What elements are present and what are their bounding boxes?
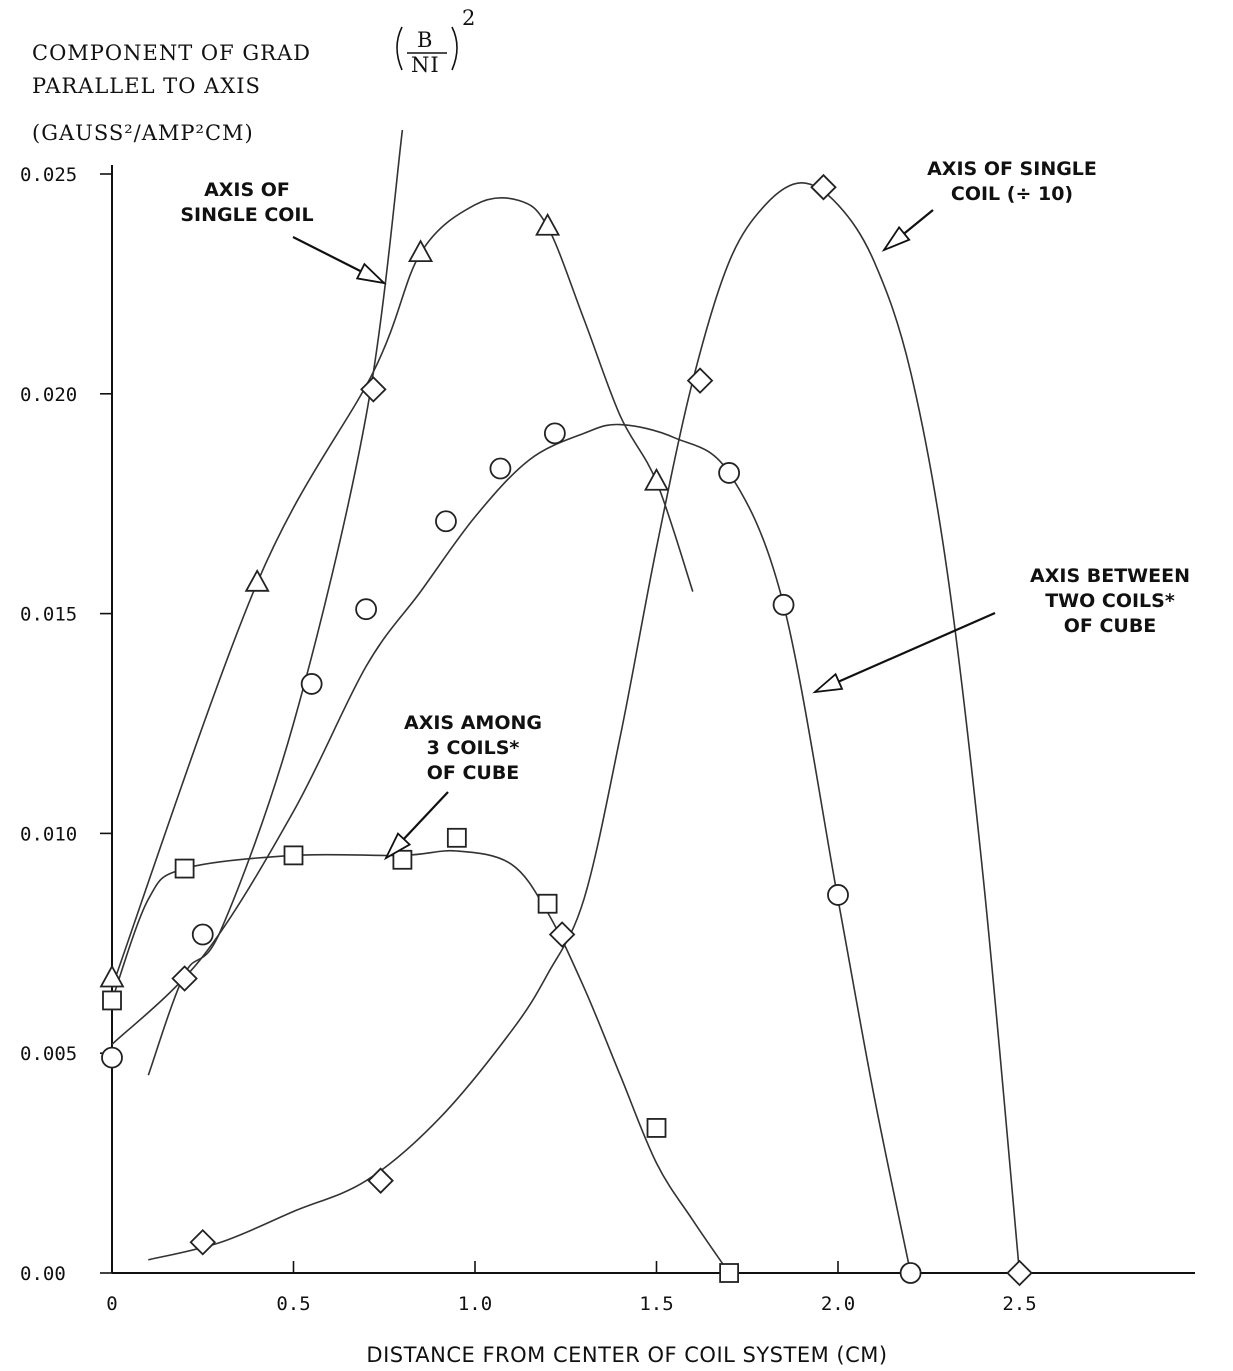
y-tick-label: 0.010 (20, 823, 77, 845)
series-line (148, 181, 1021, 1274)
square-marker (174, 858, 195, 879)
annotation-three: AXIS AMONG 3 COILS* OF CUBE (404, 712, 542, 784)
annotation-arrows (292, 209, 996, 861)
x-tick-label: 0.5 (276, 1293, 310, 1315)
annotations: AXIS OF SINGLE COIL AXIS OF SINGLE COIL (÷ … (180, 158, 1190, 784)
x-tick-label: 1.5 (639, 1293, 673, 1315)
y-tick-label: 0.005 (20, 1043, 77, 1065)
circle-marker (355, 598, 378, 621)
annotation-two: AXIS BETWEEN TWO COILS* OF CUBE (1030, 565, 1190, 637)
circle-marker (543, 422, 566, 445)
series-dia_small (148, 181, 1021, 1274)
markers-circ (101, 422, 922, 1284)
series-line (111, 849, 730, 1274)
y-label-line-3: (GAUSS²/AMP²CM) (32, 121, 254, 145)
circle-marker (300, 673, 323, 695)
y-label-fraction-exponent: 2 (462, 6, 476, 30)
y-tick-label: 0.025 (20, 164, 77, 186)
circle-marker (718, 462, 740, 484)
square-marker (646, 1118, 667, 1138)
annotation-line: 3 COILS* (427, 737, 520, 759)
series-sq (111, 849, 730, 1274)
square-marker (719, 1263, 739, 1283)
circle-marker (827, 884, 849, 906)
y-label-fraction: B NI 2 (396, 6, 476, 77)
circle-marker (899, 1262, 922, 1284)
series-circ (111, 423, 912, 1274)
diamond-marker (1006, 1259, 1033, 1287)
x-ticks: 0 0.5 1.0 1.5 2.0 2.5 (106, 1261, 1037, 1315)
triangle-marker (535, 212, 561, 236)
arrow-head (812, 672, 844, 694)
diamond-marker (367, 1167, 394, 1194)
annotation-single10: AXIS OF SINGLE COIL (÷ 10) (927, 158, 1097, 205)
diamond-marker (171, 965, 198, 992)
y-tick-label: 0.015 (20, 604, 77, 626)
series-line (111, 423, 912, 1274)
y-label-fraction-denominator: NI (411, 53, 440, 77)
arrow-head (355, 262, 387, 285)
x-tick-label: 2.5 (1002, 1293, 1036, 1315)
y-label-line-2: PARALLEL TO AXIS (32, 74, 261, 98)
annotation-line: SINGLE COIL (180, 204, 313, 226)
y-label-fraction-numerator: B (417, 28, 433, 52)
diamond-marker (189, 1228, 217, 1256)
annotation-line: COIL (÷ 10) (951, 183, 1073, 205)
diamond-marker (548, 921, 576, 948)
circle-marker (489, 457, 512, 480)
circle-marker (772, 593, 795, 616)
annotation-line: AXIS BETWEEN (1030, 565, 1190, 587)
triangle-marker (244, 568, 270, 592)
markers-dia_large (171, 376, 387, 992)
circle-marker (435, 510, 457, 533)
triangle-marker (408, 239, 434, 263)
x-axis-label: DISTANCE FROM CENTER OF COIL SYSTEM (CM) (366, 1343, 887, 1367)
arrow-head (881, 225, 911, 252)
square-marker (446, 827, 467, 848)
markers-sq (102, 827, 739, 1283)
annotation-line: AXIS OF (204, 179, 290, 201)
annotation-arrow (814, 611, 996, 694)
diamond-marker (686, 367, 714, 394)
arrow-head (383, 832, 412, 861)
circle-marker (191, 923, 214, 946)
square-marker (102, 990, 122, 1011)
y-tick-label: 0.00 (20, 1263, 66, 1285)
annotation-line: TWO COILS* (1045, 590, 1175, 612)
x-tick-label: 2.0 (821, 1293, 855, 1315)
annotation-single: AXIS OF SINGLE COIL (180, 179, 313, 226)
annotation-line: OF CUBE (1064, 615, 1157, 637)
plot-area (99, 129, 1033, 1287)
y-ticks: 0.00 0.005 0.010 0.015 0.020 0.025 (20, 164, 112, 1285)
annotation-line: AXIS OF SINGLE (927, 158, 1097, 180)
y-label-line-1: COMPONENT OF GRAD (32, 41, 311, 65)
markers-tri (99, 212, 670, 988)
diamond-marker (810, 173, 837, 201)
markers-dia_small (189, 173, 1033, 1287)
diamond-marker (360, 376, 387, 403)
square-marker (392, 849, 413, 870)
triangle-marker (99, 964, 125, 988)
x-tick-label: 1.0 (458, 1293, 492, 1315)
annotation-line: OF CUBE (427, 762, 520, 784)
square-marker (537, 893, 558, 914)
y-tick-label: 0.020 (20, 384, 77, 406)
x-tick-label: 0 (106, 1293, 117, 1315)
square-marker (283, 845, 304, 866)
circle-marker (101, 1046, 123, 1069)
triangle-marker (643, 467, 670, 491)
annotation-line: AXIS AMONG (404, 712, 542, 734)
